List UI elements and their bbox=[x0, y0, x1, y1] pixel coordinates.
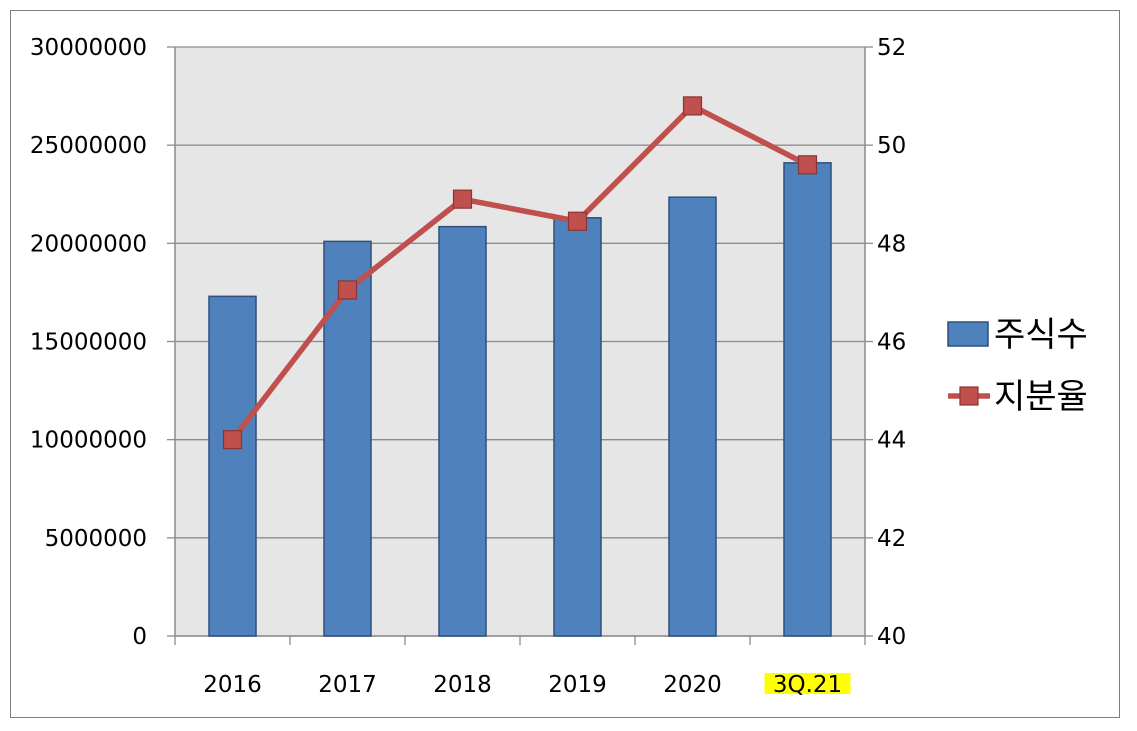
x-axis-category-label: 2016 bbox=[203, 672, 262, 698]
left-axis-tick-label: 0 bbox=[132, 624, 147, 650]
bar-2020 bbox=[668, 196, 717, 637]
right-axis-tick-label: 40 bbox=[877, 624, 906, 650]
bar-2017 bbox=[323, 240, 372, 637]
legend-bar-label: 주식수 bbox=[994, 315, 1088, 355]
left-axis-tick-label: 20000000 bbox=[30, 231, 147, 257]
x-axis-category-label: 2019 bbox=[548, 672, 607, 698]
left-axis-tick-label: 25000000 bbox=[30, 133, 147, 159]
right-axis-tick-label: 50 bbox=[877, 133, 906, 159]
x-axis-category-label: 2018 bbox=[433, 672, 492, 698]
legend-line-marker bbox=[959, 386, 979, 406]
right-axis-tick-label: 48 bbox=[877, 231, 906, 257]
right-axis-tick-label: 44 bbox=[877, 428, 906, 454]
line-marker-2019 bbox=[567, 211, 588, 231]
x-axis-category-label: 3Q.21 bbox=[773, 672, 842, 698]
left-axis-tick-label: 15000000 bbox=[30, 330, 147, 356]
left-axis-tick-label: 10000000 bbox=[30, 428, 147, 454]
bar-2016 bbox=[208, 295, 257, 637]
line-marker-2020 bbox=[682, 96, 703, 116]
left-axis-tick-label: 30000000 bbox=[30, 35, 147, 61]
right-axis-tick-label: 42 bbox=[877, 526, 906, 552]
line-marker-2018 bbox=[452, 189, 473, 209]
right-axis-tick-label: 46 bbox=[877, 330, 906, 356]
left-axis-tick-label: 5000000 bbox=[45, 526, 147, 552]
right-axis-tick-label: 52 bbox=[877, 35, 906, 61]
category-highlight bbox=[764, 673, 851, 694]
legend-line-label: 지분율 bbox=[994, 377, 1088, 417]
x-axis-category-label: 2017 bbox=[318, 672, 377, 698]
line-series-path bbox=[230, 103, 809, 442]
x-axis-category-label: 2020 bbox=[663, 672, 722, 698]
legend-bar-swatch bbox=[947, 321, 989, 347]
line-marker-3Q.21 bbox=[797, 155, 818, 175]
bar-3Q.21 bbox=[783, 162, 832, 637]
line-marker-2016 bbox=[222, 430, 243, 450]
bar-2018 bbox=[438, 225, 487, 637]
line-marker-2017 bbox=[337, 280, 358, 300]
bar-2019 bbox=[553, 217, 602, 637]
